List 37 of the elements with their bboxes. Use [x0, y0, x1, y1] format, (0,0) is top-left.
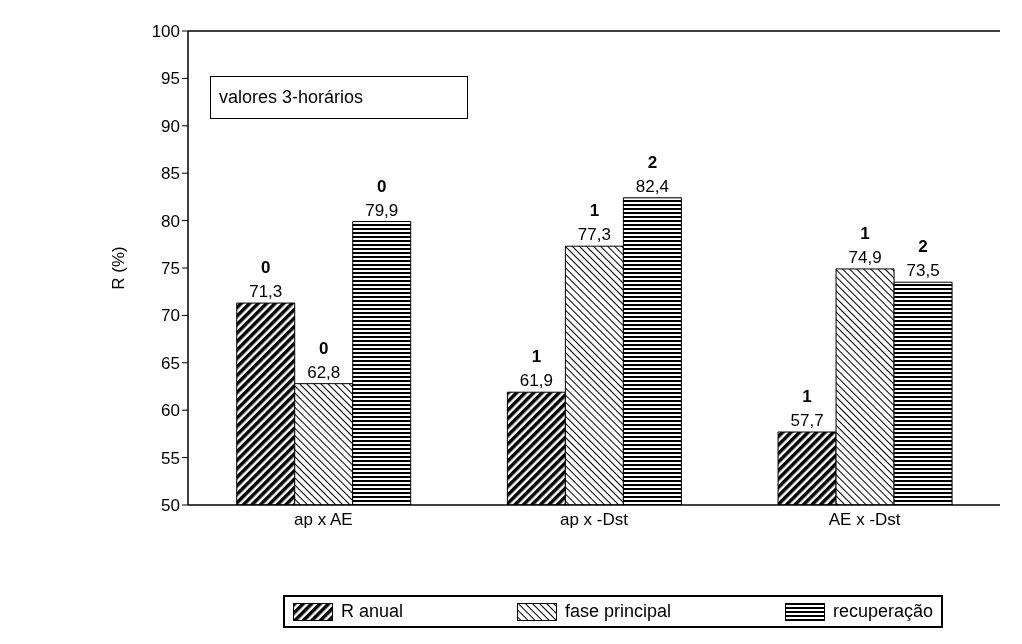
annotation: 1 [531, 347, 542, 367]
x-tick-label: ap x -Dst [559, 510, 629, 530]
y-tick-label: 65 [161, 353, 180, 373]
data-label: 79,9 [365, 200, 399, 220]
legend-label: R anual [341, 601, 404, 622]
data-label: 71,3 [249, 282, 283, 302]
data-label: 82,4 [635, 176, 669, 196]
x-tick-label: ap x AE [294, 510, 353, 530]
annotation: 0 [318, 338, 329, 358]
y-tick-label: 90 [161, 116, 180, 136]
data-label: 57,7 [790, 411, 824, 430]
x-tick-label: AE x -Dst [828, 510, 901, 530]
y-tick-label: 50 [161, 496, 180, 516]
text-box: valores 3-horários [210, 76, 468, 119]
annotation: 1 [589, 201, 600, 221]
y-tick-label: 100 [151, 22, 180, 42]
data-label: 62,8 [307, 362, 341, 382]
y-tick-label: 55 [161, 448, 180, 468]
y-axis-title: R (%) [109, 246, 129, 290]
y-tick-label: 80 [161, 211, 180, 231]
data-label: 73,5 [906, 261, 940, 281]
legend-label: fase principal [564, 601, 672, 622]
y-tick-label: 60 [161, 401, 180, 421]
annotation: 2 [647, 152, 658, 172]
data-label: 74,9 [848, 247, 882, 267]
annotation: 1 [860, 223, 870, 243]
y-tick-label: 85 [161, 164, 180, 184]
y-tick-label: 95 [161, 69, 180, 89]
annotation: 0 [376, 176, 387, 196]
annotation: 0 [260, 258, 271, 278]
legend-label: recuperação [832, 601, 933, 622]
annotation: 2 [918, 237, 928, 257]
y-tick-label: 70 [161, 306, 180, 326]
data-label: 77,3 [577, 225, 611, 245]
annotation: 1 [802, 387, 812, 406]
y-tick-label: 75 [161, 259, 180, 279]
data-label: 61,9 [519, 371, 553, 391]
